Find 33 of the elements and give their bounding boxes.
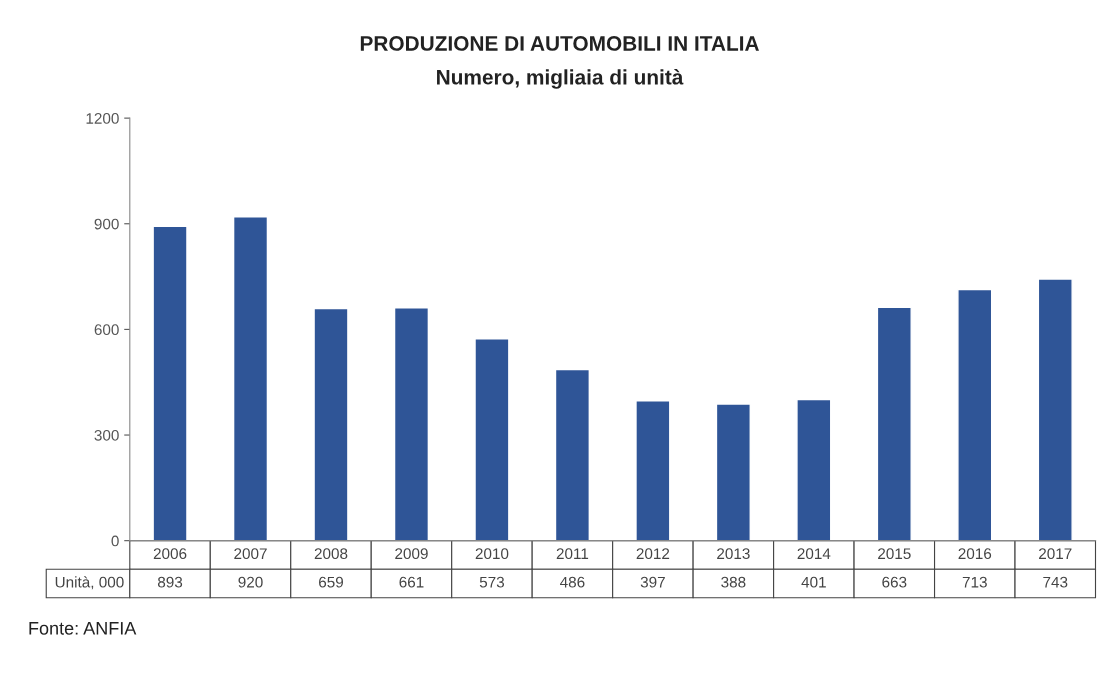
data-label: 743 <box>1043 576 1068 588</box>
x-tick-label: 2014 <box>797 548 831 560</box>
x-tick-label: 2007 <box>234 548 267 560</box>
data-label: 920 <box>238 576 263 588</box>
y-tick-label: 1200 <box>86 112 119 124</box>
y-tick-label: 300 <box>94 429 119 441</box>
data-label: 397 <box>640 576 665 588</box>
data-label: 388 <box>721 576 746 588</box>
data-label: 659 <box>319 576 344 588</box>
x-tick-label: 2010 <box>475 548 509 560</box>
x-tick-label: 2013 <box>717 548 750 560</box>
y-tick-label: 900 <box>94 218 119 230</box>
x-tick-label: 2011 <box>556 548 589 560</box>
data-label: 573 <box>479 576 505 588</box>
y-tick-label: 0 <box>111 535 119 547</box>
source-note: Fonte: ANFIA <box>29 622 137 635</box>
x-tick-label: 2016 <box>958 548 992 560</box>
data-label: 713 <box>962 576 987 588</box>
y-tick-label: 600 <box>94 324 119 336</box>
data-label: 893 <box>157 576 183 588</box>
x-tick-label: 2009 <box>395 548 428 560</box>
x-tick-label: 2006 <box>153 548 187 560</box>
text: Unità, 000 <box>55 576 124 590</box>
x-tick-label: 2017 <box>1039 548 1072 560</box>
data-label: 486 <box>560 576 585 588</box>
chart-title: PRODUZIONE DI AUTOMOBILI IN ITALIA <box>360 36 759 51</box>
x-tick-label: 2008 <box>314 548 348 560</box>
data-label: 661 <box>399 576 424 588</box>
data-label: 401 <box>801 576 826 588</box>
x-tick-label: 2012 <box>636 548 670 560</box>
chart-subtitle: Numero, migliaia di unità <box>437 69 684 89</box>
data-label: 663 <box>882 576 907 588</box>
x-tick-label: 2015 <box>878 548 911 560</box>
